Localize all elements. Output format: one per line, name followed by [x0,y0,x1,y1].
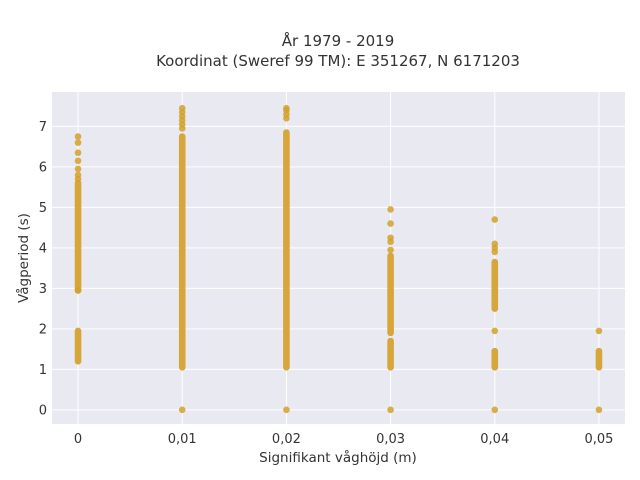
x-tick-label: 0 [74,432,82,447]
x-axis-label: Signifikant våghöjd (m) [259,449,417,466]
plot-area [52,92,625,424]
data-point [178,406,186,414]
y-tick-label: 3 [39,282,47,297]
data-point [387,406,394,414]
x-tick-label: 0,03 [376,432,405,447]
data-point [74,139,82,146]
data-point-cluster [595,347,603,371]
data-point-cluster [283,129,290,371]
data-point [387,206,394,213]
data-point [283,406,290,414]
x-axis-ticks: 0 0,01 0,02 0,03 0,04 0,05 [74,432,614,447]
data-point [74,149,82,157]
data-point [595,327,603,335]
data-point [178,125,186,132]
y-tick-label: 1 [39,363,47,378]
x-tick-label: 0,02 [272,432,301,447]
chart-title: År 1979 - 2019 [282,31,395,50]
y-tick-label: 0 [39,403,47,418]
data-point [74,157,82,165]
data-point [283,115,290,122]
y-axis-ticks: 0 1 2 3 4 5 6 7 [39,120,47,418]
data-point [74,287,82,294]
y-axis-label: Vågperiod (s) [15,213,32,303]
chart-subtitle: Koordinat (Sweref 99 TM): E 351267, N 61… [156,52,520,70]
y-tick-label: 6 [39,160,47,175]
data-point [387,246,394,254]
data-point [387,220,394,227]
y-tick-label: 7 [39,120,47,135]
data-point [491,327,499,335]
data-point [491,406,499,414]
data-point [491,248,499,256]
grid-lines [52,92,625,424]
data-point [491,216,499,223]
data-points [74,104,603,414]
data-point-cluster [387,252,394,337]
x-tick-label: 0,01 [168,432,197,447]
data-point-cluster [387,337,394,371]
y-tick-label: 4 [39,241,47,256]
data-point-cluster [491,258,499,312]
data-point-cluster [74,179,82,294]
data-point-cluster [178,133,186,371]
data-point [74,133,82,140]
data-point-cluster [491,347,499,371]
y-tick-label: 2 [39,322,47,337]
data-point [387,238,394,246]
y-tick-label: 5 [39,201,47,216]
data-point [74,175,82,183]
x-tick-label: 0,05 [584,432,613,447]
data-point-cluster [74,327,82,365]
data-point [74,165,82,173]
data-point [595,406,603,414]
x-tick-label: 0,04 [480,432,509,447]
